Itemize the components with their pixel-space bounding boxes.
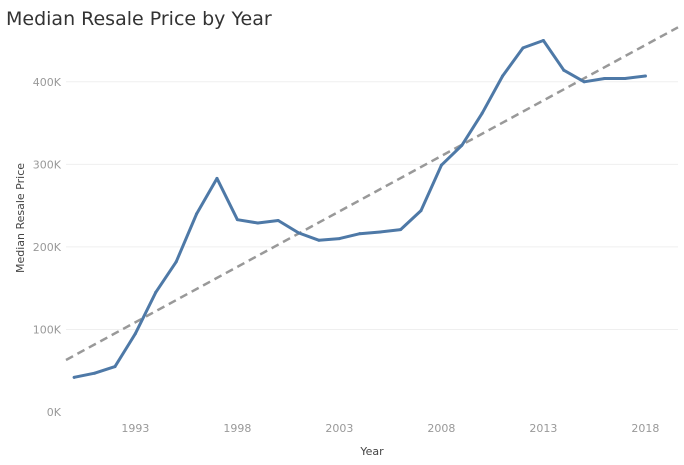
x-tick-label: 1993 [121,422,149,435]
data-point [480,111,484,115]
chart-title: Median Resale Price by Year [6,8,272,30]
data-point [133,332,137,336]
data-point [317,238,321,242]
series-layer [72,39,647,379]
y-axis-title: Median Resale Price [14,163,27,273]
data-point [541,39,545,43]
y-axis-ticks: 0K 100K 200K 300K 400K [33,76,62,419]
x-tick-label: 1998 [223,422,251,435]
data-point [582,80,586,84]
data-point [439,163,443,167]
gridlines [66,81,678,330]
x-tick-label: 2013 [529,422,557,435]
data-point [460,143,464,147]
y-tick-label: 100K [33,323,62,336]
trend-line-layer [65,26,679,362]
x-axis-ticks: 1993 1998 2003 2008 2013 2018 [121,422,659,435]
data-point [378,230,382,234]
data-point [215,176,219,180]
data-point [195,212,199,216]
data-point [501,74,505,78]
data-point [521,46,525,50]
data-point [562,68,566,72]
data-point [174,260,178,264]
data-point [623,76,627,80]
data-point [256,221,260,225]
x-axis-title: Year [359,445,384,458]
data-point [337,237,341,241]
data-point [603,76,607,80]
data-point [419,209,423,213]
y-tick-label: 0K [47,406,62,419]
data-point [154,290,158,294]
data-point [297,231,301,235]
x-tick-label: 2018 [631,422,659,435]
data-point [399,228,403,232]
y-tick-label: 400K [33,76,62,89]
data-point [113,365,117,369]
trend-line [65,26,679,362]
data-point [235,218,239,222]
x-tick-label: 2008 [427,422,455,435]
y-tick-label: 300K [33,158,62,171]
y-tick-label: 200K [33,241,62,254]
data-point [358,232,362,236]
data-point [643,74,647,78]
data-point [276,218,280,222]
data-point [93,371,97,375]
x-tick-label: 2003 [325,422,353,435]
data-point [72,375,76,379]
